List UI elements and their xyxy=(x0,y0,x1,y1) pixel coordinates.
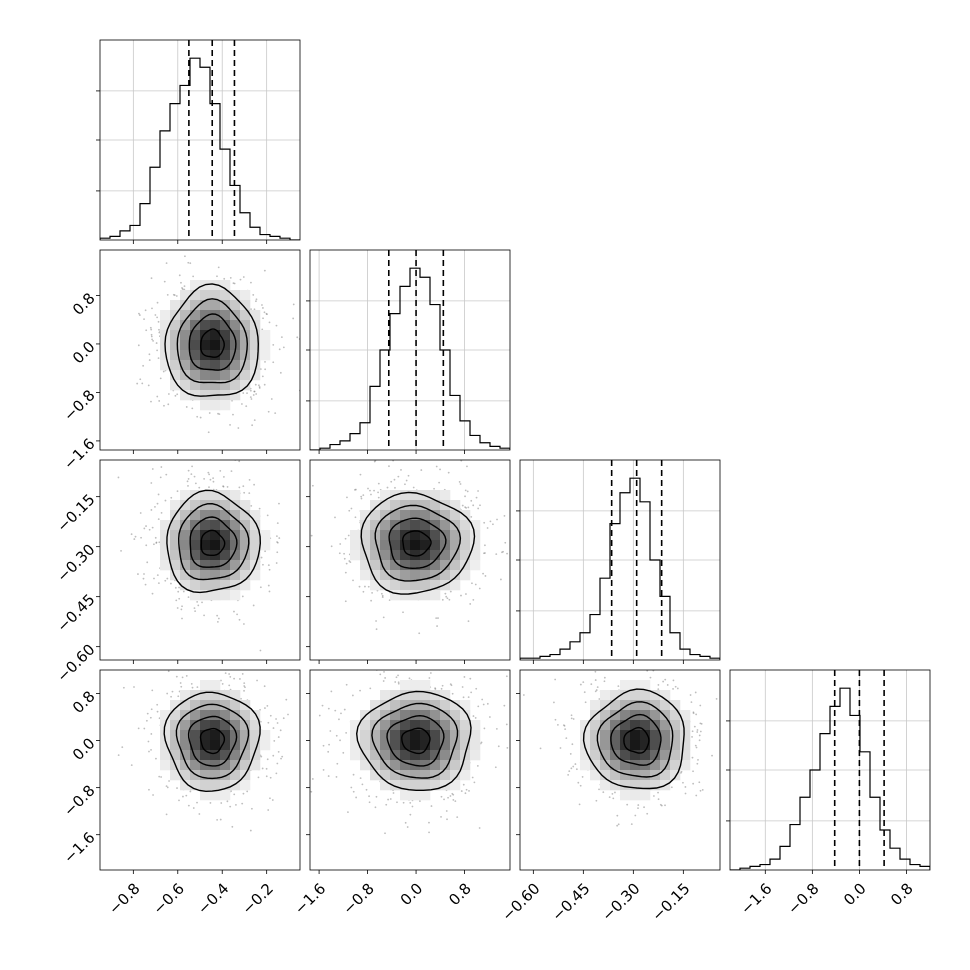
contour-line xyxy=(623,726,650,754)
contour-line xyxy=(200,328,225,358)
y-tick-label: −0.15 xyxy=(53,490,98,535)
contour-line xyxy=(596,701,674,778)
x-tick-label: −0.8 xyxy=(105,880,143,918)
density-panel-0-1 xyxy=(96,249,301,454)
y-tick-label: −0.8 xyxy=(60,386,98,424)
x-tick-label: −1.6 xyxy=(737,880,775,918)
x-tick-label: 0.0 xyxy=(840,880,870,910)
y-tick-label: 0.0 xyxy=(69,338,99,368)
x-tick-label: −0.60 xyxy=(498,880,543,925)
x-tick-label: −0.6 xyxy=(150,880,188,918)
contour-line xyxy=(401,530,432,557)
contour-line xyxy=(388,517,447,570)
contour-line xyxy=(177,502,250,581)
density-panel-0-2 xyxy=(96,459,301,664)
contour-line xyxy=(371,702,459,779)
contour-line xyxy=(199,727,226,755)
histogram-panel-3 xyxy=(726,669,931,874)
axes-frame xyxy=(99,669,301,871)
y-tick-label: 0.8 xyxy=(69,687,99,717)
contour-line xyxy=(189,516,238,568)
contour-line xyxy=(386,714,445,767)
histogram-panel-2 xyxy=(516,459,721,664)
contour-line xyxy=(374,504,462,582)
density-panel-1-3 xyxy=(306,669,511,874)
contour-line xyxy=(401,727,431,755)
x-tick-label: 0.8 xyxy=(445,880,475,910)
axes-frame xyxy=(99,459,301,661)
x-tick-label: −0.2 xyxy=(238,880,276,918)
contour-line xyxy=(164,283,260,397)
y-tick-label: −0.60 xyxy=(53,640,98,685)
y-tick-label: 0.0 xyxy=(69,734,99,764)
contour-line xyxy=(200,529,226,556)
x-tick-label: 0.0 xyxy=(397,880,427,910)
axes-frame xyxy=(309,669,511,871)
y-tick-label: 0.8 xyxy=(69,289,99,319)
x-tick-label: −0.8 xyxy=(784,880,822,918)
histogram-steps xyxy=(310,267,510,450)
histogram-panel-1 xyxy=(306,249,511,454)
histogram-steps xyxy=(100,57,300,240)
y-tick-label: −1.6 xyxy=(60,435,98,473)
density-panel-0-3 xyxy=(96,669,301,874)
x-tick-label: −1.6 xyxy=(291,880,329,918)
y-tick-label: −0.45 xyxy=(53,590,98,635)
contour-line xyxy=(610,713,662,766)
x-tick-label: −0.4 xyxy=(194,880,232,918)
contour-line xyxy=(188,313,237,371)
axes-frame xyxy=(99,249,301,451)
x-tick-label: 0.8 xyxy=(887,880,917,910)
x-tick-label: −0.8 xyxy=(339,880,377,918)
contour-line xyxy=(166,489,262,594)
x-tick-label: −0.45 xyxy=(548,880,593,925)
contour-line xyxy=(176,298,249,384)
x-tick-label: −0.15 xyxy=(648,880,693,925)
contour-line xyxy=(582,688,685,790)
y-tick-label: −0.30 xyxy=(53,540,98,585)
y-tick-label: −0.8 xyxy=(60,781,98,819)
contour-line xyxy=(355,690,472,791)
contour-line xyxy=(163,691,261,793)
density-panel-2-3 xyxy=(516,669,721,874)
y-tick-label: −1.6 xyxy=(60,829,98,867)
density-panel-1-2 xyxy=(306,459,511,664)
x-tick-label: −0.30 xyxy=(598,880,643,925)
histogram-panel-0 xyxy=(96,39,301,244)
contour-line xyxy=(360,491,476,595)
contour-line xyxy=(187,715,238,767)
axes-frame xyxy=(309,459,511,661)
axes-frame xyxy=(519,669,721,871)
histogram-steps xyxy=(730,687,930,870)
contour-line xyxy=(175,703,250,780)
histogram-steps xyxy=(520,477,720,660)
